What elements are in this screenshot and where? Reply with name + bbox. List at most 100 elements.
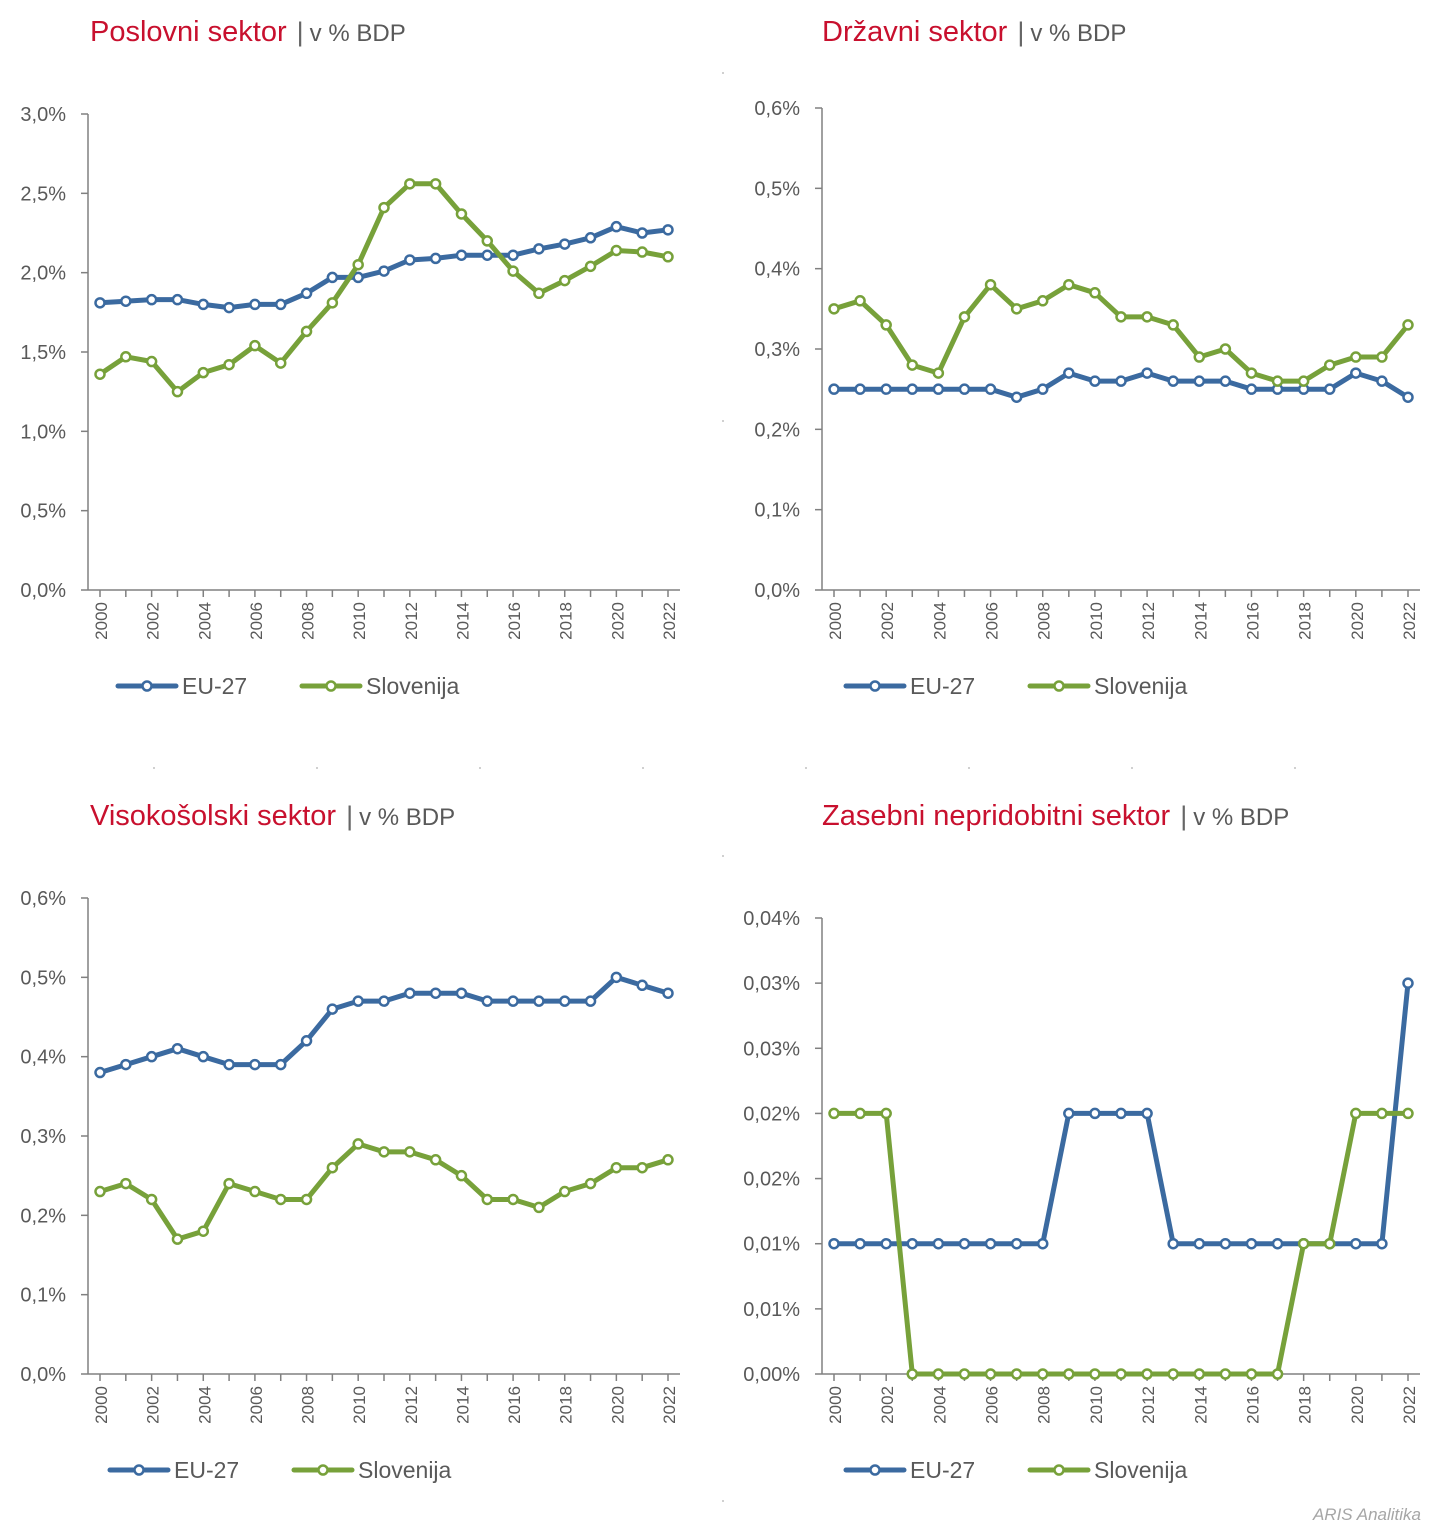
data-point: [1219, 1237, 1232, 1250]
data-point: [1245, 1368, 1258, 1380]
data-point: [958, 1237, 971, 1250]
x-tick-label: 2018: [1296, 1386, 1315, 1424]
legend-label: Slovenija: [358, 1457, 452, 1483]
chart-title-main: Državni sektor: [822, 16, 1008, 48]
data-point: [274, 1193, 287, 1206]
data-point: [481, 249, 494, 261]
data-point: [1323, 383, 1336, 395]
y-tick-label: 0,02%: [743, 1169, 800, 1191]
data-point: [1350, 1107, 1362, 1120]
separator-dot: [722, 420, 724, 422]
data-point: [558, 274, 571, 287]
y-tick-label: 0,03%: [743, 1038, 800, 1060]
data-point: [197, 298, 210, 311]
data-point: [1036, 1368, 1049, 1380]
x-tick-label: 2002: [878, 1386, 897, 1424]
data-point: [1167, 1237, 1179, 1250]
y-tick-label: 0,02%: [743, 1103, 800, 1125]
data-point: [984, 278, 997, 291]
data-point: [1063, 1368, 1075, 1380]
y-tick-label: 0,5%: [754, 178, 800, 200]
data-point: [352, 258, 364, 271]
data-point: [1402, 319, 1414, 331]
separator-dot: [722, 72, 724, 74]
x-tick-label: 2006: [983, 602, 1002, 640]
data-point: [1089, 375, 1101, 387]
data-point: [1271, 1368, 1284, 1380]
data-point: [223, 1177, 235, 1190]
chart-subtitle: v % BDP: [1030, 20, 1127, 47]
legend-swatch-marker: [869, 680, 881, 692]
data-point: [455, 249, 468, 261]
data-point: [854, 295, 866, 307]
data-point: [507, 995, 519, 1007]
data-point: [1063, 278, 1075, 291]
legend-label: Slovenija: [1094, 1457, 1188, 1483]
data-point: [636, 1161, 648, 1174]
x-tick-label: 2000: [92, 1386, 111, 1424]
data-point: [906, 359, 919, 371]
data-point: [1245, 1237, 1258, 1250]
data-point: [1219, 1368, 1232, 1380]
x-tick-label: 2020: [608, 602, 627, 640]
y-tick-label: 2,5%: [20, 183, 66, 205]
legend-label: EU-27: [174, 1457, 239, 1483]
footer-credit: ARIS Analitika: [1312, 1505, 1421, 1524]
data-point: [958, 383, 971, 395]
data-point: [249, 1058, 261, 1071]
data-point: [404, 178, 416, 190]
data-point: [352, 1138, 364, 1150]
data-point: [984, 383, 997, 395]
x-tick-label: 2004: [930, 602, 949, 640]
data-point: [533, 287, 545, 300]
separator-dot: [316, 767, 318, 769]
data-point: [1350, 351, 1362, 363]
legend-label: Slovenija: [366, 673, 460, 699]
data-point: [249, 298, 261, 311]
y-tick-label: 0,01%: [743, 1299, 800, 1321]
legend-label: EU-27: [910, 673, 975, 699]
data-point: [274, 298, 287, 311]
data-point: [932, 1237, 945, 1250]
data-point: [404, 987, 416, 999]
data-point: [1115, 311, 1127, 323]
y-tick-label: 0,0%: [20, 1364, 66, 1386]
data-point: [1193, 351, 1206, 363]
data-point: [223, 301, 235, 314]
data-point: [1036, 295, 1049, 307]
x-tick-label: 2000: [92, 602, 111, 640]
x-tick-label: 2004: [195, 1386, 214, 1424]
data-point: [1115, 1368, 1127, 1380]
x-tick-label: 2016: [1243, 602, 1262, 640]
x-tick-label: 2010: [350, 1386, 369, 1424]
data-point: [636, 227, 648, 239]
x-tick-label: 2018: [1296, 602, 1315, 640]
data-point: [1297, 1237, 1310, 1250]
y-tick-label: 0,04%: [743, 908, 800, 930]
separator-dot: [153, 767, 155, 769]
data-point: [636, 246, 648, 258]
data-point: [533, 1201, 545, 1214]
data-point: [880, 1107, 892, 1120]
x-tick-label: 2022: [1400, 602, 1419, 640]
chart-title: Zasebni nepridobitni sektor | v % BDP: [822, 800, 1289, 833]
x-tick-label: 2014: [1191, 602, 1210, 640]
x-tick-label: 2006: [983, 1386, 1002, 1424]
title-separator: |: [1017, 17, 1025, 47]
data-point: [1245, 367, 1258, 379]
data-point: [1141, 1107, 1153, 1120]
chart-subtitle: v % BDP: [1193, 804, 1290, 831]
chart-title-main: Poslovni sektor: [90, 16, 287, 48]
data-point: [1141, 1368, 1153, 1380]
x-tick-label: 2014: [453, 1386, 472, 1424]
data-point: [1376, 1237, 1388, 1250]
chart-title: Visokošolski sektor | v % BDP: [90, 800, 455, 833]
data-point: [1350, 1237, 1362, 1250]
chart-title: Poslovni sektor | v % BDP: [90, 16, 406, 49]
legend-label: EU-27: [182, 673, 247, 699]
x-tick-label: 2014: [453, 602, 472, 640]
data-point: [145, 1193, 158, 1206]
separator-dot: [1294, 767, 1296, 769]
data-point: [880, 319, 892, 331]
data-point: [223, 358, 235, 371]
